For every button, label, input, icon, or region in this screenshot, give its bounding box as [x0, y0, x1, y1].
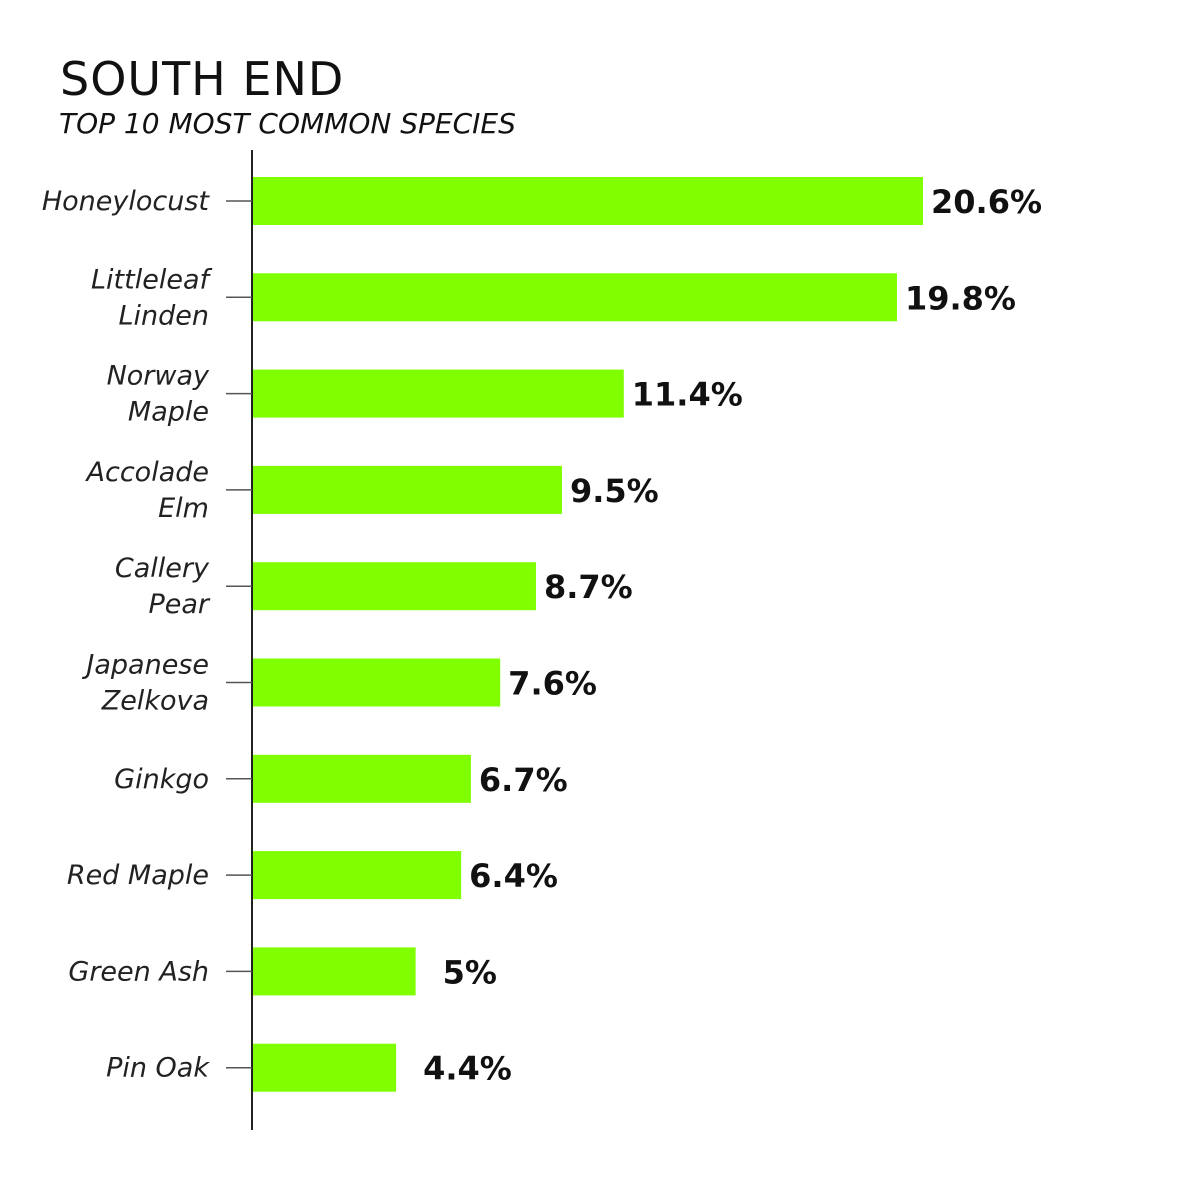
bar	[253, 177, 923, 225]
category-label: Japanese Zelkova	[81, 650, 209, 717]
bar	[253, 562, 536, 611]
value-label: 19.8%	[905, 279, 1016, 317]
value-label: 5%	[443, 953, 497, 991]
value-label: 8.7%	[544, 568, 633, 606]
chart-title: SOUTH END	[60, 52, 345, 106]
category-label: Norway Maple	[107, 361, 210, 428]
category-label: Honeylocust	[42, 186, 211, 217]
chart-subtitle: TOP 10 MOST COMMON SPECIES	[59, 107, 516, 140]
category-label: Green Ash	[68, 956, 209, 987]
category-label: Ginkgo	[114, 764, 209, 795]
value-label: 6.4%	[469, 857, 558, 895]
category-label: Littleleaf Linden	[91, 264, 212, 331]
bar	[253, 273, 897, 322]
bar	[253, 465, 562, 514]
bar	[253, 947, 416, 996]
value-label: 20.6%	[931, 183, 1042, 221]
bar	[253, 851, 462, 900]
value-label: 11.4%	[632, 376, 743, 414]
value-label: 4.4%	[423, 1050, 512, 1088]
bar	[253, 658, 501, 707]
category-label: Callery Pear	[115, 553, 211, 620]
value-label: 7.6%	[508, 665, 597, 703]
category-label: Pin Oak	[106, 1053, 210, 1084]
category-label: Red Maple	[67, 860, 209, 891]
bar	[253, 369, 624, 418]
category-label: Accolade Elm	[85, 457, 209, 524]
bar	[253, 1043, 397, 1092]
bar	[253, 754, 471, 803]
value-label: 6.7%	[479, 761, 568, 799]
value-label: 9.5%	[570, 472, 659, 510]
